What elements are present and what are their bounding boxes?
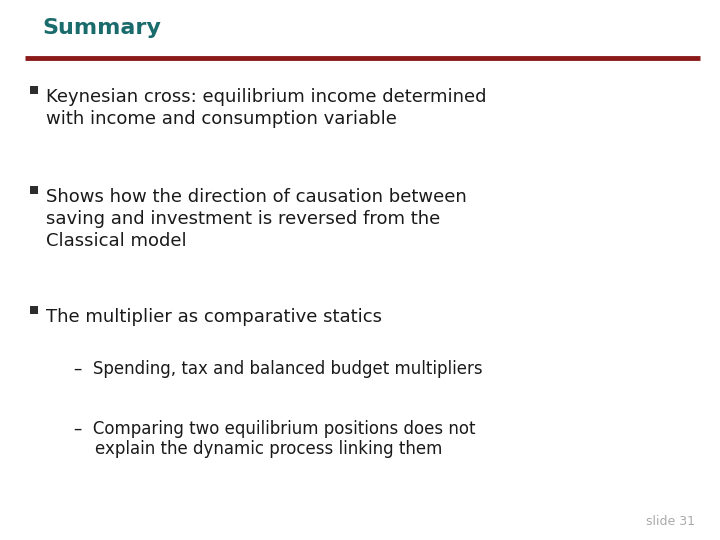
Bar	[30, 186, 38, 194]
Text: Summary: Summary	[42, 18, 161, 38]
Text: slide 31: slide 31	[646, 515, 695, 528]
Text: Classical model: Classical model	[46, 232, 186, 250]
Text: –  Spending, tax and balanced budget multipliers: – Spending, tax and balanced budget mult…	[74, 360, 482, 378]
Text: The multiplier as comparative statics: The multiplier as comparative statics	[46, 308, 382, 326]
Text: explain the dynamic process linking them: explain the dynamic process linking them	[74, 440, 442, 458]
Text: with income and consumption variable: with income and consumption variable	[46, 110, 397, 128]
Text: saving and investment is reversed from the: saving and investment is reversed from t…	[46, 210, 440, 228]
Text: –  Comparing two equilibrium positions does not: – Comparing two equilibrium positions do…	[74, 420, 475, 438]
Bar	[30, 86, 38, 94]
Bar	[30, 306, 38, 314]
Text: Keynesian cross: equilibrium income determined: Keynesian cross: equilibrium income dete…	[46, 88, 487, 106]
Text: Shows how the direction of causation between: Shows how the direction of causation bet…	[46, 188, 467, 206]
